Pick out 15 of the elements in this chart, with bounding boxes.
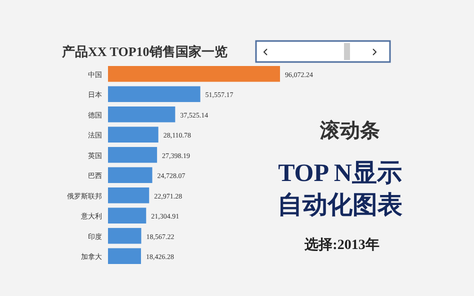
text: 滚动条 <box>319 119 380 142</box>
bar <box>108 187 150 204</box>
bar <box>108 146 158 163</box>
chart-title: 产品XX TOP10销售国家一览 <box>61 44 228 59</box>
bar <box>108 248 141 264</box>
text: 选择:2013年 <box>304 237 380 253</box>
bar <box>108 66 280 82</box>
annotation: TOP N显示 <box>278 160 402 187</box>
bar <box>108 86 200 102</box>
bar <box>108 228 142 244</box>
bar <box>108 106 176 122</box>
annotation: 自动化图表 <box>278 191 402 219</box>
bar <box>108 208 146 224</box>
bar <box>108 126 158 143</box>
bar <box>108 167 152 184</box>
